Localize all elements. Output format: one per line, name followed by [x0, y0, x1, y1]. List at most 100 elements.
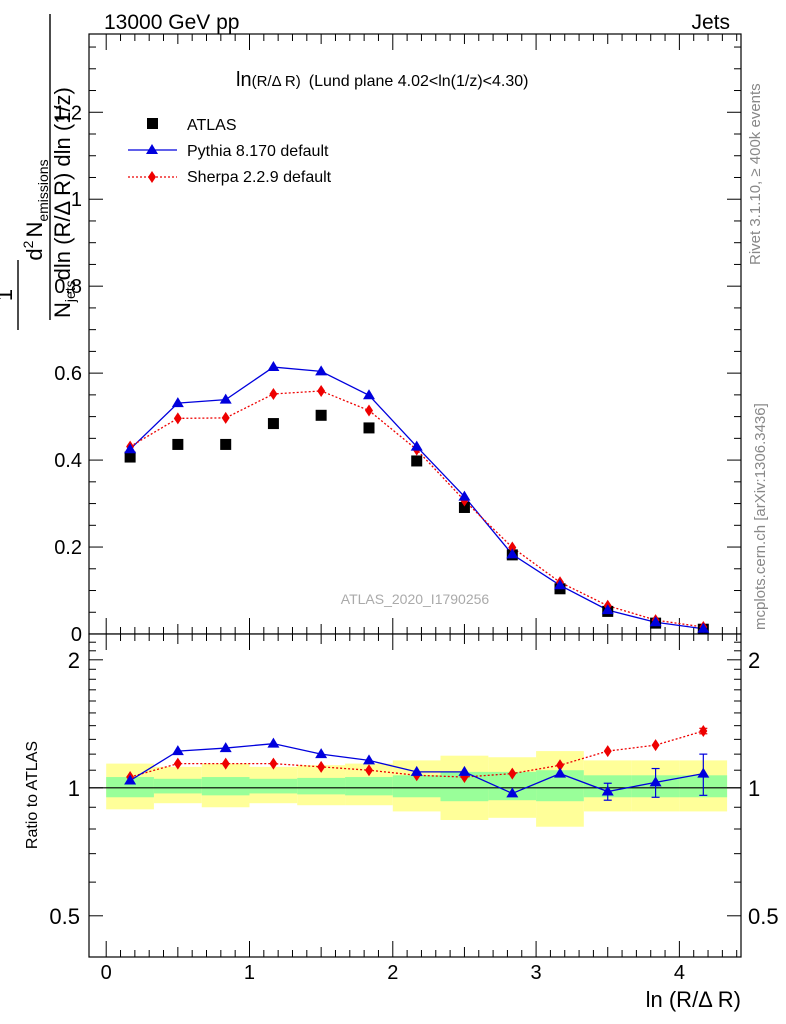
header-left: 13000 GeV pp [104, 11, 239, 34]
stat-uncertainty-band [345, 777, 393, 796]
ylabel-emissions: emissions [35, 159, 51, 221]
x-tick-label: 3 [531, 962, 542, 984]
ratio-point-sherpa [556, 759, 565, 772]
data-point-atlas [172, 438, 184, 450]
data-point-sherpa [365, 404, 374, 417]
legend: ATLAS Pythia 8.170 default Sherpa 2.2.9 … [128, 117, 332, 186]
data-point-sherpa [221, 411, 230, 424]
stat-uncertainty-band [249, 778, 298, 794]
stat-uncertainty-band [201, 777, 250, 796]
data-point-pythia [219, 393, 232, 404]
data-point-pythia [601, 604, 614, 615]
main-y-tick-label: 1.2 [54, 102, 82, 124]
ratio-ticks [89, 634, 741, 957]
ratio-point-pythia [124, 774, 137, 785]
ylabel-jets: jets [62, 280, 78, 303]
ylabel-d2: d [22, 248, 47, 260]
data-point-atlas [411, 455, 423, 467]
data-point-pythia [267, 361, 280, 372]
stat-uncertainty-band [297, 777, 346, 795]
stat-uncertainty-band [392, 775, 441, 798]
side-label-mcplots: mcplots.cern.ch [arXiv:1306.3436] [752, 403, 769, 630]
ratio-point-pythia [410, 765, 423, 776]
legend-label-pythia: Pythia 8.170 default [187, 143, 329, 160]
ratio-y-tick-label-right: 0.5 [748, 904, 779, 929]
data-point-pythia [554, 579, 567, 590]
main-panel: 0 0.2 0.4 0.6 0.8 1 1.2 ATLAS_2020_I1790256 ln… [0, 14, 764, 646]
ratio-point-pythia [315, 748, 328, 759]
stat-uncertainty-band [153, 778, 202, 794]
ratio-y-tick-label: 0.5 [49, 904, 80, 929]
legend-marker-pythia [146, 144, 158, 154]
ratio-frame [88, 633, 742, 958]
main-plot-area [89, 34, 741, 634]
ylabel-n: N [50, 302, 75, 318]
ratio-point-pythia [554, 767, 567, 778]
legend-label-sherpa: Sherpa 2.2.9 default [187, 169, 332, 186]
data-point-pythia [697, 622, 710, 633]
ratio-point-sherpa [508, 767, 517, 780]
data-point-pythia [124, 443, 137, 454]
legend-marker-atlas [147, 118, 158, 129]
ylabel-denominator: Njetsdln (R/Δ R) dln (1/z) [50, 87, 78, 318]
ratio-point-sherpa [173, 757, 182, 770]
x-tick-label: 2 [387, 962, 398, 984]
ratio-point-pythia [171, 745, 184, 756]
header-right: Jets [691, 11, 730, 34]
title-rest: (Lund plane 4.02<ln(1/z)<4.30) [309, 73, 529, 90]
ratio-point-pythia [219, 742, 232, 753]
ratio-panel: 0.5 0.5 1 1 2 2 0 1 2 3 4 Ratio to ATLAS ln (R/Δ … [24, 403, 779, 1012]
side-label-rivet: Rivet 3.1.10, ≥ 400k events [747, 83, 764, 265]
main-y-axis-label: d2 Nemissions 1 Njetsdln (R/Δ R) dln (1/z… [0, 14, 78, 330]
ratio-y-tick-label: 2 [68, 648, 80, 673]
ratio-point-pythia [649, 776, 662, 787]
data-point-atlas [315, 409, 327, 421]
x-tick-label: 0 [101, 962, 112, 984]
main-y-tick-label: 0 [71, 624, 82, 646]
main-y-tick-label: 0.4 [54, 450, 82, 472]
ylabel-nem: N [22, 222, 47, 238]
ratio-point-pythia [601, 785, 614, 796]
ratio-point-sherpa [317, 760, 326, 773]
data-point-sherpa [269, 388, 278, 400]
ratio-point-sherpa [269, 757, 278, 770]
data-point-pythia [171, 397, 184, 408]
ratio-y-tick-labels: 0.5 0.5 1 1 2 2 [49, 648, 778, 929]
main-y-tick-label: 0.2 [54, 537, 82, 559]
data-point-pythia [315, 365, 328, 376]
ratio-point-pythia [697, 767, 710, 778]
main-y-tick-label: 0.8 [54, 276, 82, 298]
title-sub: (R/Δ R) [252, 73, 301, 90]
ylabel-sq: 2 [20, 240, 36, 248]
ratio-point-sherpa [603, 745, 612, 758]
x-tick-labels: 0 1 2 3 4 [101, 962, 685, 984]
ylabel-numerator: d2 Nemissions [20, 159, 51, 260]
ratio-point-pythia [506, 787, 519, 798]
ratio-point-pythia [363, 754, 376, 765]
ratio-point-pythia [458, 765, 471, 776]
plot-title: ln(R/Δ R) (Lund plane 4.02<ln(1/z)<4.30) [236, 69, 528, 91]
data-point-sherpa [508, 541, 517, 554]
ratio-point-sherpa [221, 757, 230, 770]
data-point-pythia [410, 440, 423, 451]
legend-label-atlas: ATLAS [187, 117, 237, 134]
ratio-y-axis-label: Ratio to ATLAS [24, 741, 41, 849]
data-point-atlas [363, 422, 375, 434]
data-point-sherpa [317, 384, 326, 397]
ratio-point-sherpa [651, 739, 660, 752]
data-point-pythia [363, 389, 376, 400]
data-point-atlas [458, 501, 470, 513]
data-point-atlas [267, 418, 279, 430]
ratio-y-tick-label: 1 [68, 776, 80, 801]
data-point-pythia [649, 616, 662, 627]
ratio-point-pythia [267, 737, 280, 748]
ratio-y-tick-label-right: 2 [748, 648, 760, 673]
legend-marker-sherpa [148, 171, 156, 183]
data-point-atlas [220, 438, 232, 450]
main-y-tick-label: 0.6 [54, 363, 82, 385]
ratio-point-sherpa [365, 764, 374, 777]
x-axis-label: ln (R/Δ R) [646, 987, 741, 1012]
ratio-y-tick-label-right: 1 [748, 776, 760, 801]
data-point-atlas [124, 451, 136, 463]
